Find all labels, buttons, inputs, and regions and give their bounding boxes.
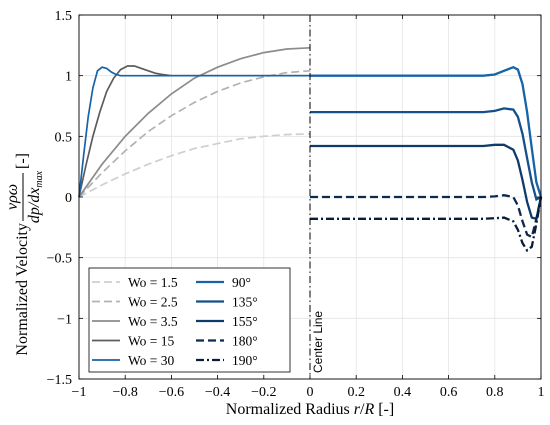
series-line-wo-1-5	[78, 133, 311, 198]
x-tick-label: −0.4	[205, 385, 230, 400]
series-line-90-deg	[310, 65, 543, 198]
y-label-denominator: dp/dxmax	[26, 170, 45, 223]
legend-label: 90°	[232, 275, 251, 290]
y-label-unit: [-]	[14, 153, 31, 169]
x-tick-label: −0.2	[251, 385, 276, 400]
x-tick-label: −0.8	[112, 385, 137, 400]
legend-label: Wo = 30	[128, 353, 175, 368]
center-line-label: Center Line	[311, 311, 325, 373]
series-line-155-deg	[310, 143, 543, 221]
legend-label: Wo = 3.5	[128, 314, 178, 329]
y-tick-label: −0.5	[47, 252, 72, 267]
y-tick-label: 0.5	[55, 130, 73, 145]
y-tick-label: 1.5	[55, 9, 73, 24]
legend-label: 190°	[232, 353, 258, 368]
x-tick-label: 0.2	[347, 385, 365, 400]
series-line-180-deg	[310, 194, 543, 239]
legend-box	[88, 267, 291, 373]
x-tick-label: 0	[307, 385, 314, 400]
series-line-wo-30	[78, 66, 310, 198]
x-tick-label: 0.4	[394, 385, 412, 400]
x-tick-label: 0.8	[486, 385, 504, 400]
series-line-190-deg	[310, 196, 543, 253]
legend-label: 135°	[232, 295, 258, 310]
x-axis-label: Normalized Radius r/R [-]	[226, 401, 394, 418]
legend-label: Wo = 15	[128, 334, 175, 349]
data-series	[78, 46, 543, 253]
series-line-135-deg	[310, 107, 542, 202]
y-label-numerator: vρω	[4, 184, 21, 210]
legend: Wo = 1.5 Wo = 2.5 Wo = 3.5 Wo = 15 Wo = 30 90…	[88, 267, 291, 373]
y-tick-label: 0	[65, 191, 72, 206]
x-tick-label: −0.6	[159, 385, 184, 400]
y-tick-label: 1	[65, 70, 72, 85]
y-tick-label: −1.5	[47, 373, 72, 388]
axes	[78, 14, 542, 380]
legend-label: 155°	[232, 314, 258, 329]
plot-frame	[78, 14, 542, 380]
tick-labels: −1 −0.8 −0.6 −0.4 −0.2 0 0.2 0.4 0.6 0.8 1−1.5−1−0…	[47, 9, 545, 400]
y-axis-label-text: Normalized Velocity	[14, 223, 31, 356]
y-axis-label: Normalized Velocity vρω dp/dxmax [-]	[4, 153, 45, 356]
legend-label: Wo = 1.5	[128, 275, 178, 290]
x-tick-label: 0.6	[440, 385, 458, 400]
y-tick-label: −1	[57, 312, 72, 327]
x-tick-label: −1	[72, 385, 87, 400]
series-line-wo-3-5	[78, 46, 311, 198]
legend-label: 180°	[232, 334, 258, 349]
legend-label: Wo = 2.5	[128, 295, 178, 310]
x-tick-label: 1	[538, 385, 545, 400]
